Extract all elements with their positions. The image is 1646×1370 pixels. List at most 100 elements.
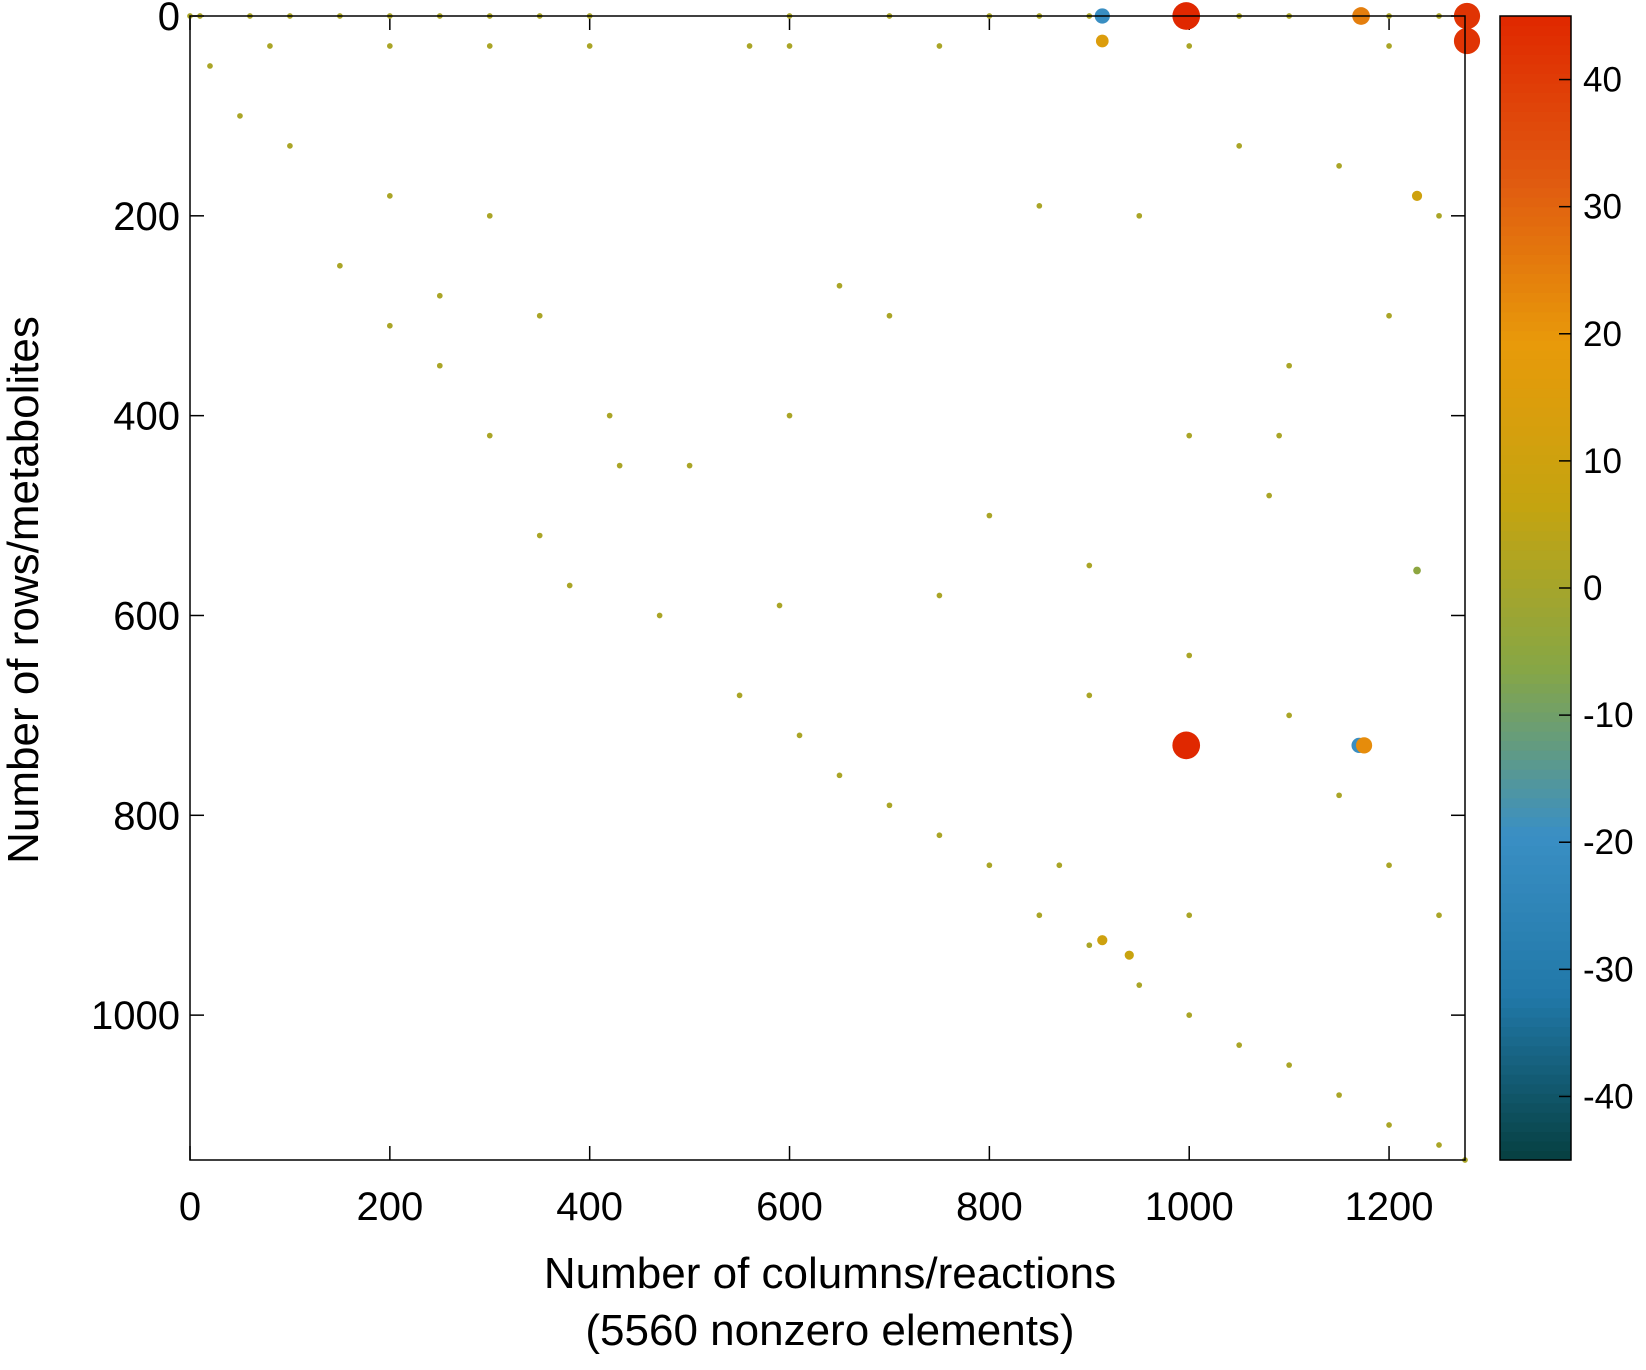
colorbar-segment — [1500, 454, 1571, 465]
colorbar-segment — [1500, 597, 1571, 608]
point — [936, 832, 943, 839]
colorbar-segment — [1500, 1150, 1571, 1161]
colorbar-segment — [1500, 788, 1571, 799]
colorbar-segment — [1500, 645, 1571, 656]
x-tick-label: 0 — [179, 1185, 201, 1229]
point — [686, 462, 693, 469]
point — [1436, 1142, 1442, 1148]
colorbar-segment — [1500, 445, 1571, 456]
colorbar-tick-label: 40 — [1583, 61, 1622, 100]
colorbar-segment — [1500, 1064, 1571, 1075]
point — [886, 312, 893, 319]
plot-frame — [189, 15, 1466, 1161]
colorbar-segment — [1500, 292, 1571, 303]
colorbar-segment — [1500, 654, 1571, 665]
point — [1436, 912, 1442, 919]
x-tick-label: 400 — [556, 1185, 623, 1229]
point — [536, 532, 543, 539]
point — [1036, 202, 1043, 209]
colorbar-segment — [1500, 502, 1571, 513]
y-tick-label: 200 — [113, 195, 180, 239]
colorbar-segment — [1500, 35, 1571, 46]
colorbar-tick-label: -10 — [1583, 696, 1634, 735]
point — [736, 692, 743, 699]
colorbar-segment — [1500, 931, 1571, 942]
point — [436, 362, 443, 369]
colorbar-segment — [1500, 988, 1571, 999]
point — [936, 43, 943, 49]
y-tick-label: 0 — [158, 0, 180, 39]
colorbar-segment — [1500, 111, 1571, 122]
colorbar-segment — [1500, 530, 1571, 541]
colorbar-segment — [1500, 254, 1571, 265]
colorbar-segment — [1500, 1121, 1571, 1132]
point — [1056, 862, 1063, 869]
colorbar-segment — [1500, 759, 1571, 770]
y-axis-label: Number of rows/metabolites — [0, 316, 48, 864]
colorbar-segment — [1500, 120, 1571, 131]
colorbar-segment — [1500, 63, 1571, 74]
point — [1186, 43, 1193, 49]
colorbar-segment — [1500, 626, 1571, 637]
point — [1276, 432, 1282, 439]
colorbar-segment — [1500, 1045, 1571, 1056]
point — [1286, 1062, 1292, 1068]
x-axis-label: (5560 nonzero elements) — [585, 1306, 1074, 1355]
colorbar-segment — [1500, 750, 1571, 761]
colorbar-segment — [1500, 549, 1571, 560]
y-tick-label: 1000 — [91, 994, 180, 1038]
point — [1386, 862, 1392, 869]
point — [746, 43, 753, 49]
point — [1453, 2, 1481, 30]
point — [1336, 792, 1342, 799]
point — [836, 282, 843, 289]
colorbar-segment — [1500, 683, 1571, 694]
colorbar-segment — [1500, 702, 1571, 713]
x-tick-label: 800 — [956, 1185, 1023, 1229]
point — [1355, 737, 1373, 754]
colorbar-segment — [1500, 101, 1571, 112]
point — [986, 862, 993, 869]
point — [1386, 43, 1392, 49]
point — [1386, 312, 1392, 319]
x-tick-label: 1200 — [1345, 1185, 1434, 1229]
colorbar-segment — [1500, 340, 1571, 351]
colorbar-segment — [1500, 1140, 1571, 1152]
point — [1236, 1042, 1243, 1048]
point — [1266, 492, 1273, 499]
colorbar-segment — [1500, 959, 1571, 970]
colorbar-segment — [1500, 1017, 1571, 1028]
point — [1172, 731, 1201, 760]
point — [486, 212, 493, 219]
colorbar-segment — [1500, 1036, 1571, 1047]
colorbar-segment — [1500, 940, 1571, 951]
colorbar-segment — [1500, 149, 1571, 160]
point — [337, 262, 343, 269]
point — [1097, 935, 1108, 946]
colorbar-segment — [1500, 387, 1571, 398]
colorbar-segment — [1500, 44, 1571, 55]
point — [436, 292, 443, 299]
point — [796, 732, 803, 739]
point — [606, 412, 613, 419]
point — [566, 582, 573, 589]
colorbar-segment — [1500, 835, 1571, 846]
point — [1086, 692, 1093, 699]
colorbar-segment — [1500, 159, 1571, 170]
colorbar-segment — [1500, 321, 1571, 332]
colorbar-segment — [1500, 92, 1571, 103]
point — [786, 43, 793, 49]
colorbar-segment — [1500, 273, 1571, 284]
colorbar-segment — [1500, 130, 1571, 141]
colorbar-segment — [1500, 1083, 1571, 1094]
point — [1186, 1012, 1193, 1018]
colorbar-segment — [1500, 664, 1571, 675]
point — [1336, 163, 1342, 169]
colorbar-segment — [1500, 1131, 1571, 1142]
colorbar-segment — [1500, 235, 1571, 246]
colorbar-segment — [1500, 740, 1571, 751]
colorbar-segment — [1500, 25, 1571, 36]
point — [386, 322, 393, 329]
colorbar-segment — [1500, 540, 1571, 551]
x-axis-label: Number of columns/reactions — [544, 1249, 1116, 1298]
